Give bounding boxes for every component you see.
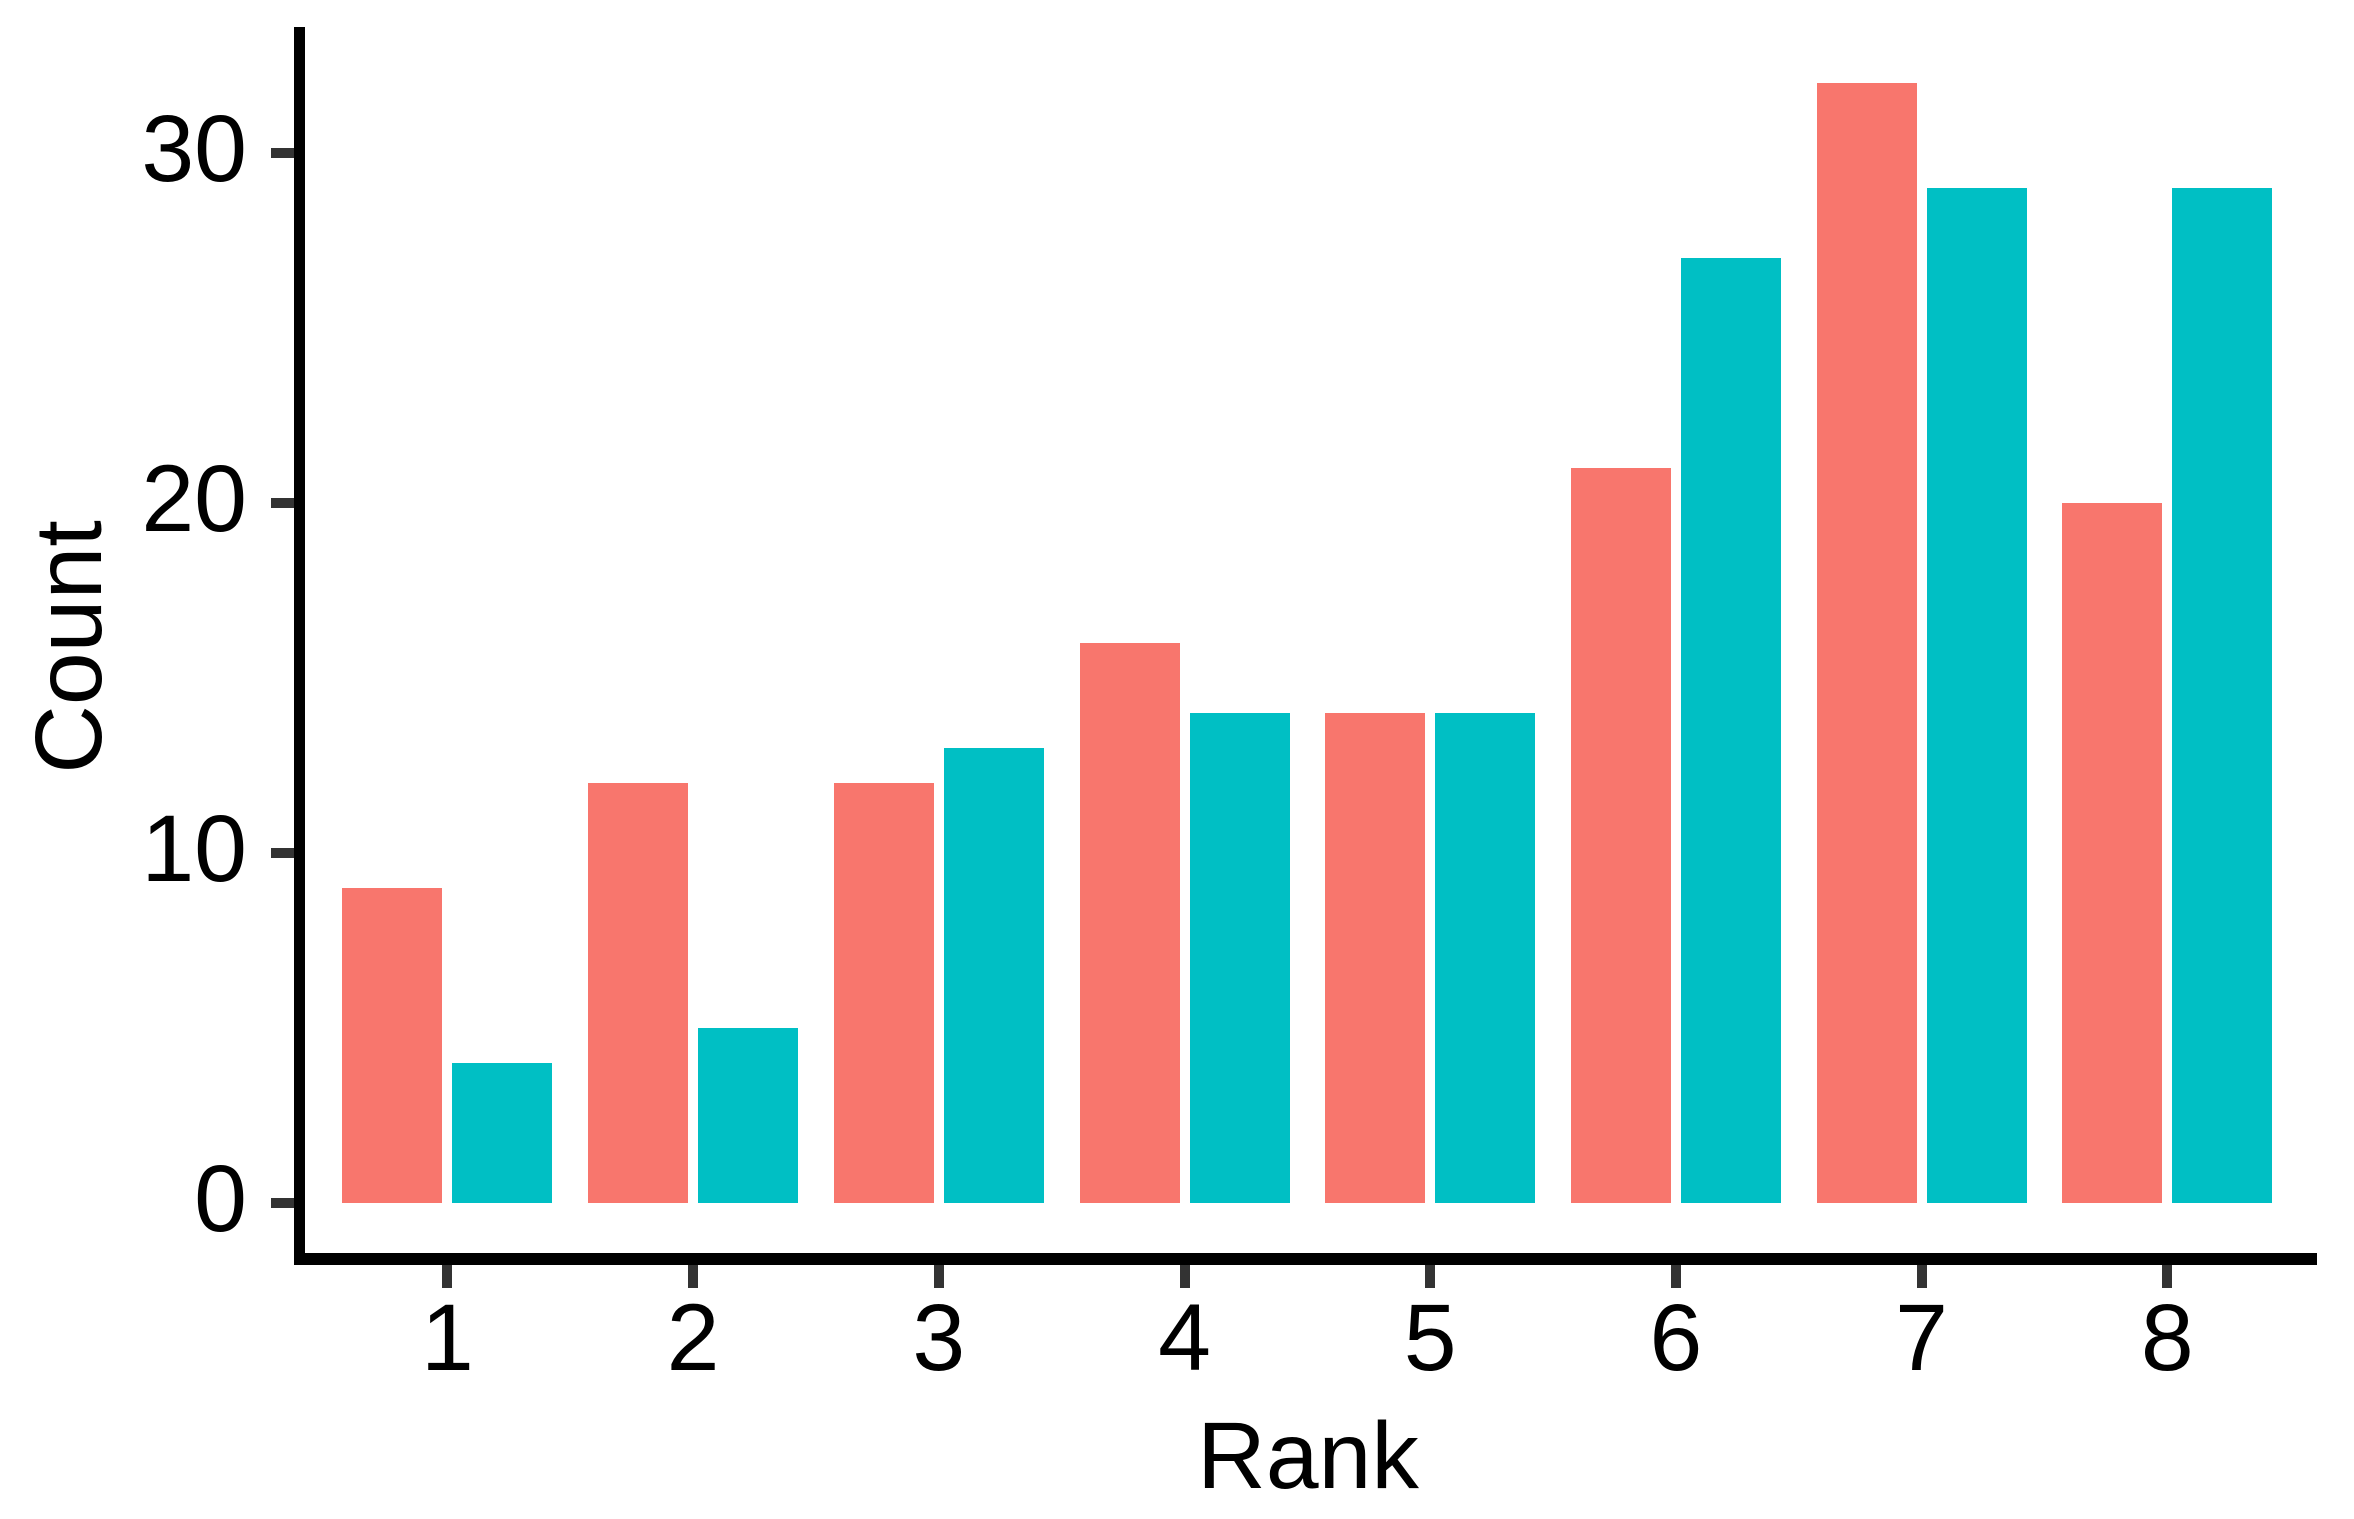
bar-teal-rank-8 bbox=[2172, 188, 2273, 1203]
bar-teal-rank-2 bbox=[698, 1028, 799, 1203]
y-tick-30 bbox=[271, 148, 295, 158]
bar-teal-rank-7 bbox=[1926, 188, 2027, 1203]
bar-teal-rank-4 bbox=[1189, 713, 1290, 1203]
y-axis-line bbox=[294, 27, 305, 1265]
x-tick-label-8: 8 bbox=[2140, 1285, 2194, 1391]
y-tick-0 bbox=[271, 1198, 295, 1208]
y-tick-label-0: 0 bbox=[194, 1146, 247, 1252]
x-tick-label-6: 6 bbox=[1649, 1285, 1703, 1391]
x-axis-title: Rank bbox=[1197, 1403, 1419, 1509]
y-tick-10 bbox=[271, 848, 295, 858]
bar-red-rank-2 bbox=[588, 783, 689, 1203]
x-tick-2 bbox=[688, 1265, 699, 1288]
x-tick-5 bbox=[1425, 1265, 1436, 1288]
bar-red-rank-5 bbox=[1325, 713, 1426, 1203]
x-axis-line bbox=[294, 1253, 2317, 1265]
y-tick-label-20: 20 bbox=[141, 446, 247, 552]
x-tick-label-7: 7 bbox=[1895, 1285, 1949, 1391]
x-tick-label-1: 1 bbox=[420, 1285, 474, 1391]
x-tick-7 bbox=[1916, 1265, 1927, 1288]
bar-red-rank-6 bbox=[1570, 468, 1671, 1203]
x-tick-8 bbox=[2162, 1265, 2173, 1288]
y-tick-label-10: 10 bbox=[141, 796, 247, 902]
bar-red-rank-8 bbox=[2062, 503, 2163, 1203]
x-tick-1 bbox=[442, 1265, 453, 1288]
x-tick-label-4: 4 bbox=[1158, 1285, 1211, 1391]
bar-teal-rank-3 bbox=[943, 748, 1044, 1203]
x-tick-6 bbox=[1670, 1265, 1681, 1288]
x-tick-label-2: 2 bbox=[666, 1285, 720, 1391]
bar-teal-rank-5 bbox=[1435, 713, 1536, 1203]
bar-teal-rank-6 bbox=[1680, 258, 1781, 1203]
x-tick-label-3: 3 bbox=[912, 1285, 966, 1391]
bar-red-rank-1 bbox=[342, 888, 443, 1203]
y-tick-20 bbox=[271, 498, 295, 508]
y-tick-label-30: 30 bbox=[141, 96, 247, 202]
bar-red-rank-4 bbox=[1079, 643, 1180, 1203]
bar-red-rank-3 bbox=[833, 783, 934, 1203]
bar-teal-rank-1 bbox=[452, 1063, 553, 1203]
x-tick-4 bbox=[1179, 1265, 1190, 1288]
x-tick-label-5: 5 bbox=[1403, 1285, 1457, 1391]
bar-red-rank-7 bbox=[1816, 83, 1917, 1203]
x-tick-3 bbox=[933, 1265, 944, 1288]
